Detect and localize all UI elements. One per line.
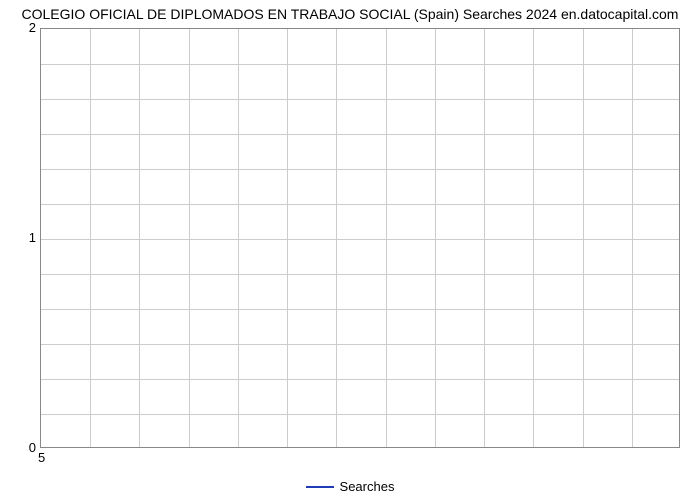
gridline-vertical: [533, 29, 534, 447]
gridline-horizontal: [41, 379, 679, 380]
gridline-horizontal: [41, 204, 679, 205]
gridline-horizontal: [41, 64, 679, 65]
gridline-horizontal: [41, 134, 679, 135]
gridline-vertical: [139, 29, 140, 447]
legend: Searches: [0, 479, 700, 494]
legend-line: [306, 486, 334, 488]
y-tick-label: 0: [6, 440, 36, 455]
gridline-horizontal: [41, 414, 679, 415]
gridline-horizontal: [41, 169, 679, 170]
gridline-vertical: [287, 29, 288, 447]
y-tick-label: 1: [6, 230, 36, 245]
gridline-vertical: [90, 29, 91, 447]
gridline-horizontal: [41, 99, 679, 100]
chart-container: COLEGIO OFICIAL DE DIPLOMADOS EN TRABAJO…: [0, 0, 700, 500]
gridline-vertical: [189, 29, 190, 447]
gridline-horizontal: [41, 309, 679, 310]
gridline-vertical: [238, 29, 239, 447]
plot-area: [40, 28, 680, 448]
gridline-vertical: [484, 29, 485, 447]
gridline-horizontal: [41, 274, 679, 275]
y-tick-label: 2: [6, 20, 36, 35]
legend-label: Searches: [340, 479, 395, 494]
x-tick-label: 5: [38, 450, 45, 465]
gridline-vertical: [583, 29, 584, 447]
gridline-vertical: [435, 29, 436, 447]
gridline-horizontal: [41, 239, 679, 240]
gridline-vertical: [632, 29, 633, 447]
gridline-vertical: [336, 29, 337, 447]
chart-title: COLEGIO OFICIAL DE DIPLOMADOS EN TRABAJO…: [0, 6, 700, 22]
gridline-horizontal: [41, 344, 679, 345]
gridline-vertical: [386, 29, 387, 447]
